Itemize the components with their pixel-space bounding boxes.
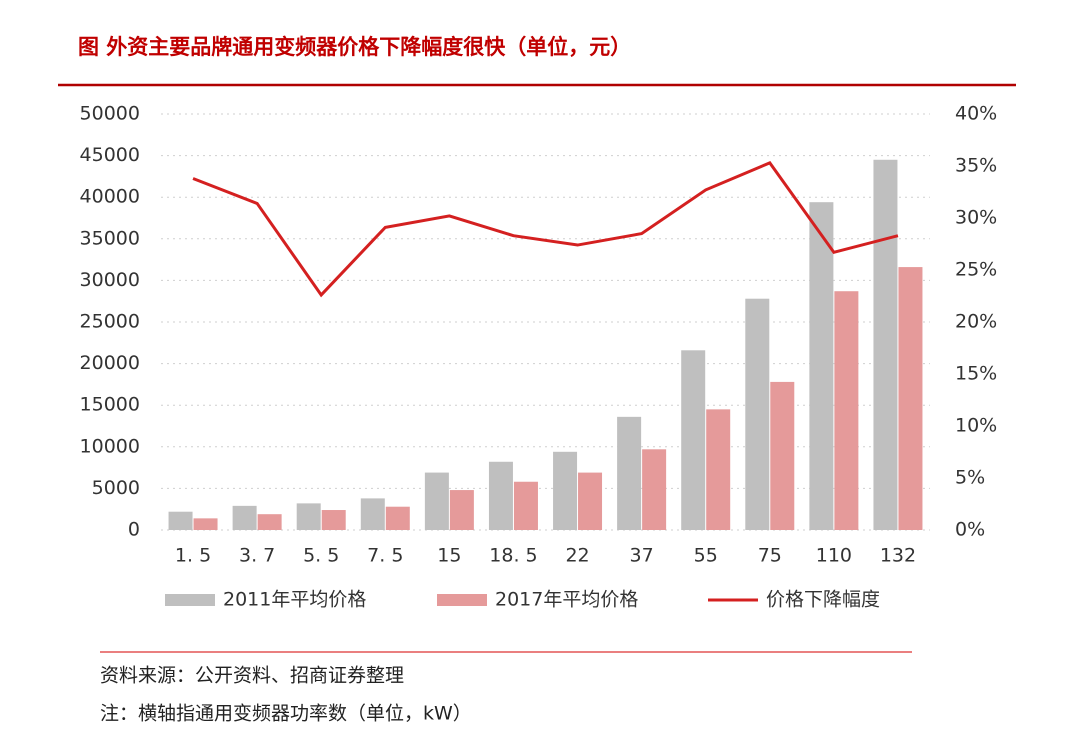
bar xyxy=(168,511,193,530)
bar xyxy=(385,506,410,530)
bar xyxy=(770,381,795,530)
y-tick-label: 25000 xyxy=(80,311,140,333)
line xyxy=(192,161,899,298)
x-tick-label: 15 xyxy=(437,545,461,567)
bar xyxy=(834,291,859,530)
bar xyxy=(193,518,218,530)
y-tick-label: 10000 xyxy=(80,435,140,457)
x-tick-label: 1. 5 xyxy=(175,545,211,567)
bar xyxy=(232,505,257,530)
legend-label: 2011年平均价格 xyxy=(223,589,366,611)
y-tick-label: 15000 xyxy=(80,394,140,416)
y-tick-label: 50000 xyxy=(80,103,140,125)
y2-tick-label: 35% xyxy=(955,155,997,177)
y-tick-label: 20000 xyxy=(80,352,140,374)
y2-tick-label: 5% xyxy=(955,467,985,489)
y-tick-label: 35000 xyxy=(80,227,140,249)
axis-note: 注：横轴指通用变频器功率数（单位，kW） xyxy=(100,703,472,725)
y2-tick-label: 25% xyxy=(955,259,997,281)
y2-tick-label: 0% xyxy=(955,519,985,541)
bar xyxy=(360,498,385,530)
bar xyxy=(424,472,449,530)
x-tick-label: 37 xyxy=(630,545,654,567)
x-tick-label: 55 xyxy=(694,545,718,567)
bar xyxy=(488,461,513,530)
bar xyxy=(617,416,642,530)
legend-label: 价格下降幅度 xyxy=(766,589,880,611)
bar xyxy=(257,514,282,530)
x-tick-label: 18. 5 xyxy=(489,545,537,567)
x-tick-label: 75 xyxy=(758,545,782,567)
x-tick-label: 110 xyxy=(816,545,852,567)
legend-label: 2017年平均价格 xyxy=(495,589,638,611)
y2-tick-label: 15% xyxy=(955,363,997,385)
y2-tick-label: 20% xyxy=(955,311,997,333)
bar xyxy=(321,510,346,530)
legend-swatch xyxy=(437,594,487,606)
y-tick-label: 45000 xyxy=(80,144,140,166)
y-tick-label: 0 xyxy=(128,519,140,541)
bar xyxy=(578,472,603,530)
x-tick-label: 22 xyxy=(565,545,589,567)
bar xyxy=(296,503,321,530)
y2-tick-label: 30% xyxy=(955,207,997,229)
bar xyxy=(809,202,834,530)
bar xyxy=(745,298,770,530)
bar xyxy=(898,267,923,530)
y2-tick-label: 10% xyxy=(955,415,997,437)
y2-tick-label: 40% xyxy=(955,103,997,125)
x-tick-label: 5. 5 xyxy=(303,545,339,567)
y-tick-label: 30000 xyxy=(80,269,140,291)
x-tick-label: 3. 7 xyxy=(239,545,275,567)
bar xyxy=(681,350,706,530)
legend-swatch xyxy=(165,594,215,606)
x-tick-label: 132 xyxy=(880,545,916,567)
chart-title: 图 外资主要品牌通用变频器价格下降幅度很快（单位，元） xyxy=(78,35,631,59)
bar xyxy=(642,449,667,530)
y-tick-label: 5000 xyxy=(92,477,140,499)
bar xyxy=(553,451,578,530)
y-tick-label: 40000 xyxy=(80,186,140,208)
bar xyxy=(706,409,731,530)
bar xyxy=(449,490,474,530)
bar xyxy=(513,481,538,530)
source-note: 资料来源：公开资料、招商证券整理 xyxy=(100,665,404,687)
bar xyxy=(873,159,898,530)
x-tick-label: 7. 5 xyxy=(367,545,403,567)
